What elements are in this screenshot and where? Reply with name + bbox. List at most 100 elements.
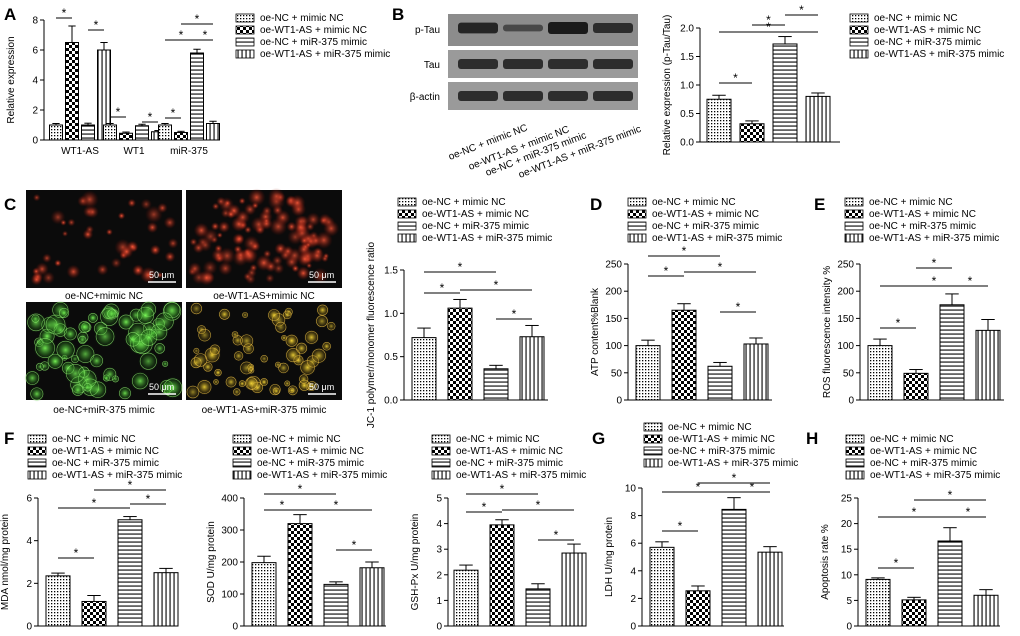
legend-swatch bbox=[431, 434, 451, 444]
cell-outline bbox=[233, 388, 241, 396]
cell bbox=[193, 222, 210, 239]
legend-label: oe-NC + mimic NC bbox=[668, 422, 752, 433]
legend-swatch bbox=[845, 434, 865, 444]
western-blot: p-Tau Tau β-actin oe-NC + mimic NC oe-WT… bbox=[410, 14, 643, 181]
legend-label: oe-WT1-AS + mimic NC bbox=[874, 25, 981, 36]
cell bbox=[35, 262, 49, 276]
y-axis-title: Apoptosis rate % bbox=[820, 524, 831, 600]
significance-star: * bbox=[968, 274, 973, 288]
cell-outline bbox=[78, 335, 87, 345]
y-tick-label: 20 bbox=[841, 519, 853, 530]
cell bbox=[117, 386, 133, 401]
cell bbox=[321, 341, 332, 352]
bar bbox=[489, 524, 515, 627]
significance-star: * bbox=[799, 3, 804, 17]
significance-star: * bbox=[298, 482, 303, 496]
cell bbox=[238, 197, 246, 205]
bar bbox=[939, 304, 965, 401]
legend-swatch bbox=[849, 25, 869, 35]
legend-swatch bbox=[849, 37, 869, 47]
cell bbox=[192, 242, 205, 254]
y-axis-title: SOD U/mg protein bbox=[206, 521, 217, 603]
cell bbox=[301, 232, 315, 246]
cell-outline bbox=[154, 343, 165, 354]
y-tick-label: 1.5 bbox=[384, 266, 398, 277]
cell bbox=[284, 333, 299, 348]
significance-star: * bbox=[440, 281, 445, 295]
cell-outline bbox=[190, 302, 203, 315]
cell-outline bbox=[95, 327, 115, 346]
legend-label: oe-WT1-AS + miR-375 mimic bbox=[652, 233, 782, 244]
legend-swatch bbox=[627, 209, 647, 219]
bar bbox=[973, 594, 999, 627]
cell-outline bbox=[284, 380, 291, 387]
bar bbox=[359, 567, 385, 627]
cell-outline bbox=[322, 342, 331, 351]
cell bbox=[303, 329, 320, 346]
y-tick-label: 0 bbox=[26, 622, 32, 633]
bar bbox=[772, 43, 798, 143]
cell-outline bbox=[282, 310, 292, 320]
bar bbox=[206, 123, 220, 141]
legend-swatch bbox=[627, 233, 647, 243]
cell bbox=[106, 308, 118, 320]
cell bbox=[216, 232, 223, 239]
legend-swatch bbox=[232, 458, 252, 468]
cell bbox=[30, 273, 43, 286]
legend-label: oe-WT1-AS + miR-375 mimic bbox=[870, 470, 1000, 481]
cell-outline bbox=[287, 385, 298, 396]
legend-label: oe-NC + miR-375 mimic bbox=[652, 221, 759, 232]
cell bbox=[246, 267, 257, 278]
cell bbox=[66, 264, 81, 279]
cell-outline bbox=[269, 384, 281, 396]
cell-outline bbox=[30, 387, 44, 401]
y-tick-label: 50 bbox=[843, 368, 855, 379]
y-tick-label: 200 bbox=[837, 287, 854, 298]
cell-outline bbox=[78, 321, 91, 333]
cell-outline bbox=[131, 372, 149, 390]
bar bbox=[743, 343, 769, 401]
significance-star: * bbox=[179, 28, 184, 42]
legend-swatch bbox=[27, 470, 47, 480]
cell bbox=[32, 193, 41, 202]
cell-outline bbox=[163, 378, 183, 398]
bar bbox=[81, 600, 107, 627]
y-axis-title: ATP content%Blank bbox=[590, 287, 601, 376]
scale-bar-label: 50 μm bbox=[149, 382, 174, 392]
chart-a: 0 2 4 6 8 Relative expression WT1-AS WT1 miR-375… bbox=[6, 6, 220, 157]
y-tick-label: 5 bbox=[436, 494, 442, 505]
legend-label: oe-NC + miR-375 mimic bbox=[456, 458, 563, 469]
y-tick-label: 300 bbox=[221, 526, 238, 537]
cell-outline bbox=[58, 307, 70, 318]
y-tick-label: 5 bbox=[846, 596, 852, 607]
legend-label: oe-WT1-AS + miR-375 mimic bbox=[257, 470, 387, 481]
cell bbox=[284, 346, 302, 364]
bar bbox=[867, 345, 893, 401]
micrograph-caption: oe-WT1-AS+mimic NC bbox=[213, 291, 314, 302]
bar bbox=[174, 132, 188, 141]
panel-letter-f: F bbox=[4, 429, 14, 448]
chart-d: 0 50 100 150 200 250 ATP content%Blank * * * * bbox=[590, 244, 772, 407]
y-axis-title: ROS fluorescence intensity % bbox=[822, 266, 833, 398]
cell bbox=[153, 310, 176, 333]
bar bbox=[937, 540, 963, 627]
y-tick-label: 3 bbox=[436, 545, 442, 556]
cell bbox=[208, 343, 222, 356]
cell bbox=[287, 384, 299, 397]
panel-letter-h: H bbox=[806, 429, 818, 448]
cell bbox=[218, 307, 231, 321]
legend-label: oe-NC + mimic NC bbox=[456, 434, 540, 445]
cell bbox=[77, 320, 92, 334]
cell bbox=[261, 205, 273, 216]
cell-outline bbox=[219, 308, 230, 320]
legend-swatch bbox=[232, 446, 252, 456]
bar bbox=[805, 95, 831, 143]
cell bbox=[218, 247, 236, 265]
legend-label: oe-NC + mimic NC bbox=[869, 197, 953, 208]
bar bbox=[190, 52, 204, 141]
y-axis-title: Relative expression (p-Tau/Tau) bbox=[662, 15, 673, 156]
cell bbox=[89, 353, 105, 369]
significance-star: * bbox=[718, 260, 723, 274]
cell-outline bbox=[234, 351, 244, 361]
